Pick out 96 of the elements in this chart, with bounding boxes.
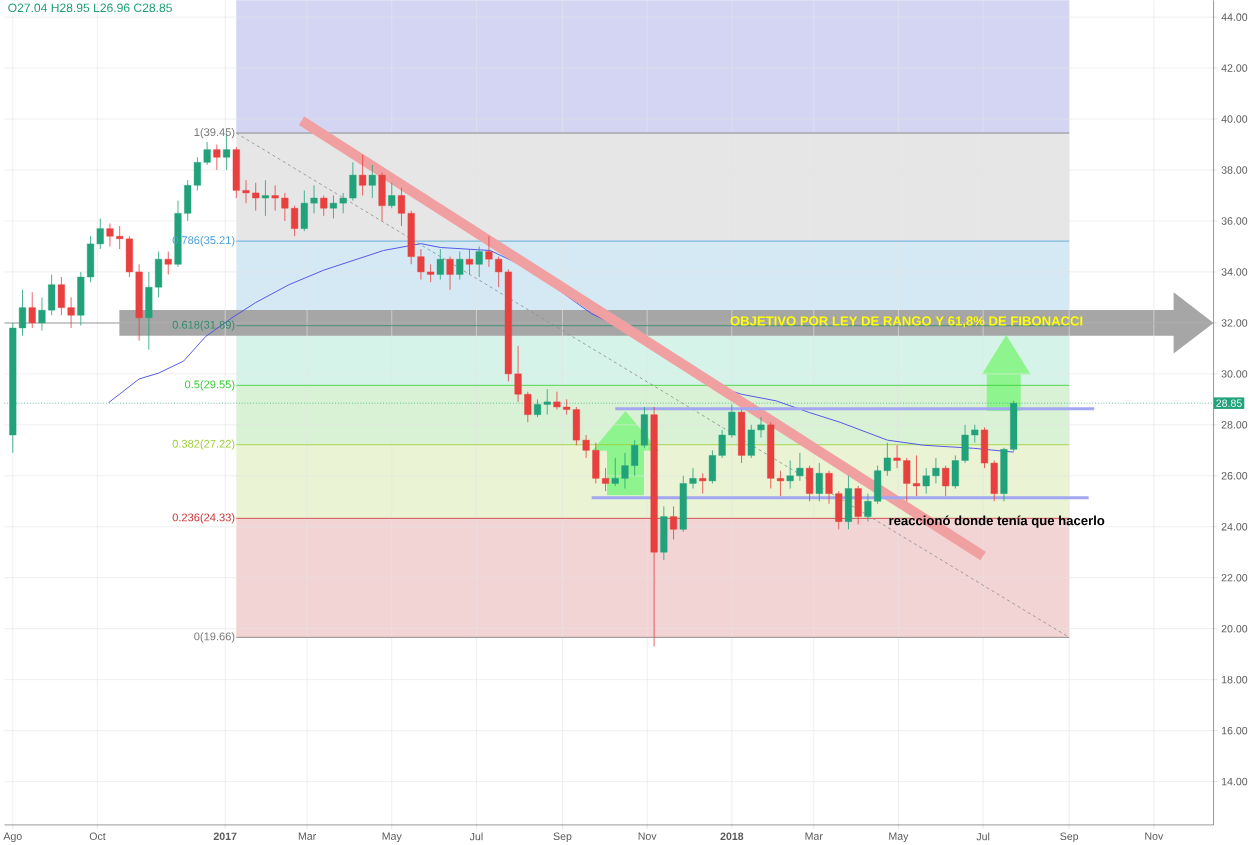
candlestick [757,416,765,438]
candlestick [388,182,396,209]
x-tick-label: May [382,832,402,842]
y-tick-label: 42.00 [1221,64,1248,72]
y-tick-label: 32.00 [1221,318,1248,327]
candlestick [796,452,804,482]
candlestick [271,184,279,211]
candlestick [602,467,610,492]
candlestick [825,470,833,504]
ref-line-label: 0.618(31.89) [172,320,235,331]
x-tick-label: Mar [298,832,317,840]
candlestick [339,192,347,214]
candlestick [621,452,629,489]
candlestick [514,345,522,403]
y-tick-label: 36.00 [1221,217,1248,225]
candlestick [942,464,950,497]
y-tick-label: 14.00 [1221,777,1248,786]
x-tick-label: Oct [89,832,106,840]
candlestick [524,391,532,423]
candlestick [281,192,289,222]
candlestick [611,457,619,487]
x-tick-label: Nov [1145,832,1164,840]
candlestick [427,263,435,283]
candlestick [28,291,36,329]
y-tick-label: 18.00 [1221,675,1248,684]
candlestick [320,194,328,217]
candlestick [291,205,299,237]
y-tick-label: 26.00 [1221,471,1248,480]
ref-line-label: OBJETIVO POR LEY DE RANGO Y 61,8% DE FIBONACCI [730,316,1083,328]
x-tick-label: Ago [3,832,22,842]
candlestick [242,179,250,204]
candlestick [903,457,911,502]
y-tick-label: 24.00 [1221,522,1248,531]
candlestick [417,248,425,280]
candlestick [864,492,872,522]
candlestick [912,454,921,497]
x-tick-label: Jul [469,832,483,841]
candlestick [446,256,454,290]
candlestick [310,184,318,214]
candlestick [553,391,561,410]
candlestick [485,235,493,268]
candlestick [38,296,46,331]
x-tick-label: Sep [1060,832,1079,842]
candlestick [689,467,697,489]
candlestick [582,434,590,459]
ref-line-label: 0.382(27.22) [172,439,235,450]
candlestick [213,143,221,171]
y-tick-label: 22.00 [1221,573,1248,582]
candlestick [329,194,337,219]
ref-line-label: 0.236(24.33) [172,512,235,524]
candlestick [475,245,483,278]
candlestick [922,467,930,494]
ref-line-label: 1(39.45) [194,127,235,138]
y-tick-label: 28.00 [1221,420,1248,429]
candlestick [67,296,75,329]
candlestick [57,276,65,316]
annotation: reaccionó donde tenía que hacerlo [889,515,1105,528]
x-tick-label: 2017 [213,832,237,840]
candlestick [932,457,940,484]
candlestick [718,429,726,459]
candlestick [728,403,736,438]
x-tick-label: Sep [553,832,572,842]
y-tick-label: 38.00 [1221,166,1248,174]
candlestick [349,161,357,201]
y-tick-label: 34.00 [1221,267,1248,276]
ref-line-label: 0.5(29.55) [184,379,235,391]
candlestick [164,250,172,275]
annotation: O27.04 H28.95 L26.96 C28.85 [8,3,172,12]
x-tick-label: Nov [638,832,657,840]
candlestick [261,179,269,217]
candlestick [18,289,27,336]
candlestick [456,250,464,280]
x-tick-label: Mar [805,832,823,840]
candlestick [397,187,406,227]
candlestick [359,154,367,196]
y-tick-label: 20.00 [1221,624,1248,633]
candlestick [252,182,260,211]
x-tick-label: 2018 [720,832,744,840]
candlestick [786,459,794,489]
candlestick [106,222,114,247]
y-tick-label: 40.00 [1221,115,1248,123]
candlestick [203,141,211,166]
candlestick [699,472,707,494]
candlestick [368,164,376,199]
x-tick-label: Jul [976,832,990,841]
y-tick-label: 44.00 [1221,13,1248,21]
candlestick [670,505,678,540]
y-tick-label: 16.00 [1221,726,1248,735]
y-tick-label: 30.00 [1221,369,1248,378]
candlestick [465,248,474,275]
candlestick [436,248,444,280]
candlestick [815,462,823,502]
candlestick [893,444,901,469]
ref-line-label: 0(19.66) [194,631,235,643]
x-tick-label: May [889,832,909,842]
ref-line-label: 28.85 [1216,399,1242,407]
